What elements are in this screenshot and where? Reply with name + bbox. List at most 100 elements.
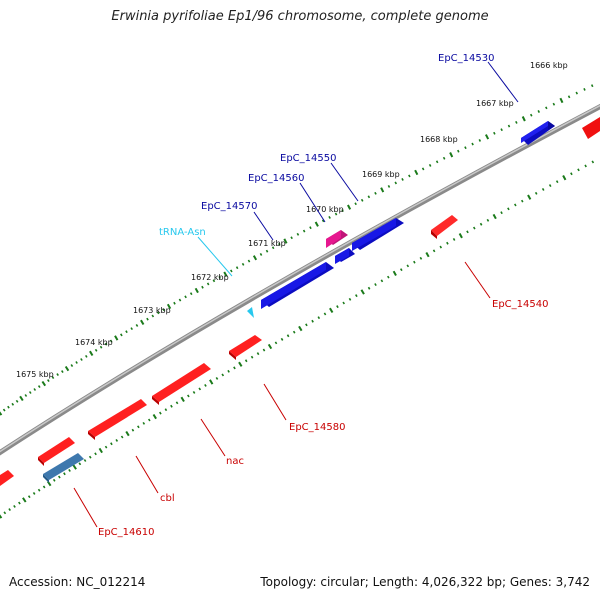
scale-tick bbox=[493, 131, 496, 135]
scale-tick bbox=[184, 295, 187, 299]
gene-label-EpC_14530: EpC_14530 bbox=[438, 53, 494, 64]
scale-tick bbox=[61, 370, 64, 374]
scale-tick bbox=[413, 260, 416, 264]
leader-EpC_14610 bbox=[73, 487, 98, 528]
gene-red-far-right[interactable] bbox=[582, 117, 600, 139]
scale-tick bbox=[24, 394, 28, 397]
gene-red-left-1[interactable] bbox=[38, 437, 75, 466]
gene-EpC_14580[interactable] bbox=[229, 335, 262, 360]
scale-tick bbox=[250, 355, 254, 359]
scale-tick bbox=[56, 373, 59, 377]
scale-tick bbox=[19, 395, 24, 402]
scale-tick bbox=[192, 390, 196, 394]
scale-tick bbox=[235, 266, 239, 270]
scale-tick bbox=[457, 149, 460, 153]
scale-tick bbox=[347, 204, 352, 210]
scale-tick bbox=[439, 245, 443, 249]
scale-tick bbox=[89, 350, 94, 357]
gene-label-EpC_14560: EpC_14560 bbox=[248, 173, 304, 184]
scale-tick bbox=[68, 468, 71, 472]
gene-red-left-2[interactable] bbox=[0, 470, 14, 486]
scale-tick bbox=[380, 187, 385, 193]
scale-tick bbox=[18, 501, 21, 505]
gene-EpC_14560[interactable] bbox=[335, 248, 355, 264]
scale-tick bbox=[341, 209, 344, 213]
scale-tick bbox=[567, 95, 571, 99]
map-title: Erwinia pyrifoliae Ep1/96 chromosome, co… bbox=[111, 9, 489, 24]
gene-label-EpC_14550: EpC_14550 bbox=[280, 153, 336, 164]
gene-cbl[interactable] bbox=[88, 399, 147, 440]
gene-EpC_14530[interactable] bbox=[521, 121, 555, 145]
scale-tick bbox=[120, 333, 123, 337]
scale-tick bbox=[521, 116, 526, 122]
scale-tick bbox=[11, 402, 15, 406]
scale-tick bbox=[41, 380, 47, 387]
scale-tick bbox=[548, 184, 552, 187]
gene-nac[interactable] bbox=[152, 363, 211, 405]
scale-tick bbox=[83, 459, 87, 462]
scale-label-1669: 1669 kbp bbox=[362, 170, 400, 179]
scale-tick bbox=[175, 401, 179, 405]
scale-tick bbox=[151, 314, 155, 318]
leader-EpC_14550 bbox=[330, 162, 359, 202]
scale-tick bbox=[278, 243, 281, 246]
scale-tick bbox=[537, 110, 541, 113]
scale-tick bbox=[146, 317, 149, 321]
scale-tick bbox=[394, 181, 398, 185]
scale-tick bbox=[98, 447, 103, 454]
gene-tRNA-Asn[interactable] bbox=[247, 307, 254, 318]
scale-tick bbox=[311, 319, 314, 323]
scale-tick bbox=[120, 435, 124, 439]
scale-label-1671: 1671 kbp bbox=[248, 239, 286, 248]
scale-tick bbox=[360, 198, 364, 202]
scale-tick bbox=[514, 203, 517, 207]
scale-tick bbox=[8, 508, 11, 512]
scale-tick bbox=[37, 385, 41, 389]
scale-tick bbox=[309, 226, 312, 230]
scale-tick bbox=[449, 152, 454, 158]
scale-tick bbox=[3, 511, 7, 515]
scale-tick bbox=[354, 202, 357, 206]
scale-tick bbox=[392, 270, 397, 276]
scale-tick bbox=[292, 330, 296, 334]
scale-tick bbox=[130, 327, 133, 331]
gene-EpC_14570[interactable] bbox=[261, 262, 334, 309]
scale-tick bbox=[401, 178, 404, 181]
scale-tick bbox=[334, 212, 338, 216]
scale-tick bbox=[290, 236, 293, 240]
scale-tick bbox=[170, 404, 173, 408]
scale-tick bbox=[164, 408, 168, 412]
scale-tick bbox=[507, 207, 510, 211]
scale-tick bbox=[464, 146, 467, 150]
scale-tick bbox=[32, 491, 36, 495]
scale-tick bbox=[485, 134, 490, 140]
gene-EpC_14550[interactable] bbox=[352, 218, 404, 251]
gene-EpC_14610[interactable] bbox=[43, 453, 84, 483]
leader-EpC_14530 bbox=[487, 61, 519, 103]
scale-tick bbox=[432, 249, 436, 253]
leader-EpC_14570 bbox=[253, 211, 274, 241]
scale-tick bbox=[221, 373, 225, 377]
gene-EpC_14540[interactable] bbox=[431, 215, 458, 239]
leader-cbl bbox=[135, 455, 159, 494]
scale-tick bbox=[336, 305, 339, 309]
scale-tick bbox=[94, 348, 98, 352]
scale-tick bbox=[380, 279, 384, 283]
scale-tick bbox=[148, 418, 151, 422]
scale-tick bbox=[47, 379, 50, 383]
gene-rna[interactable] bbox=[326, 230, 348, 248]
scale-tick bbox=[271, 246, 275, 250]
scale-tick bbox=[286, 334, 290, 338]
scale-tick bbox=[486, 218, 490, 222]
scale-tick bbox=[152, 413, 157, 420]
scale-tick bbox=[241, 262, 245, 266]
scale-tick bbox=[265, 249, 269, 253]
scale-tick bbox=[534, 191, 538, 195]
chromosome-backbone bbox=[0, 103, 600, 456]
scale-tick bbox=[256, 352, 260, 356]
leader-EpC_14540 bbox=[464, 261, 491, 299]
scale-tick bbox=[201, 285, 204, 289]
scale-tick bbox=[233, 366, 236, 370]
scale-tick bbox=[230, 269, 233, 273]
